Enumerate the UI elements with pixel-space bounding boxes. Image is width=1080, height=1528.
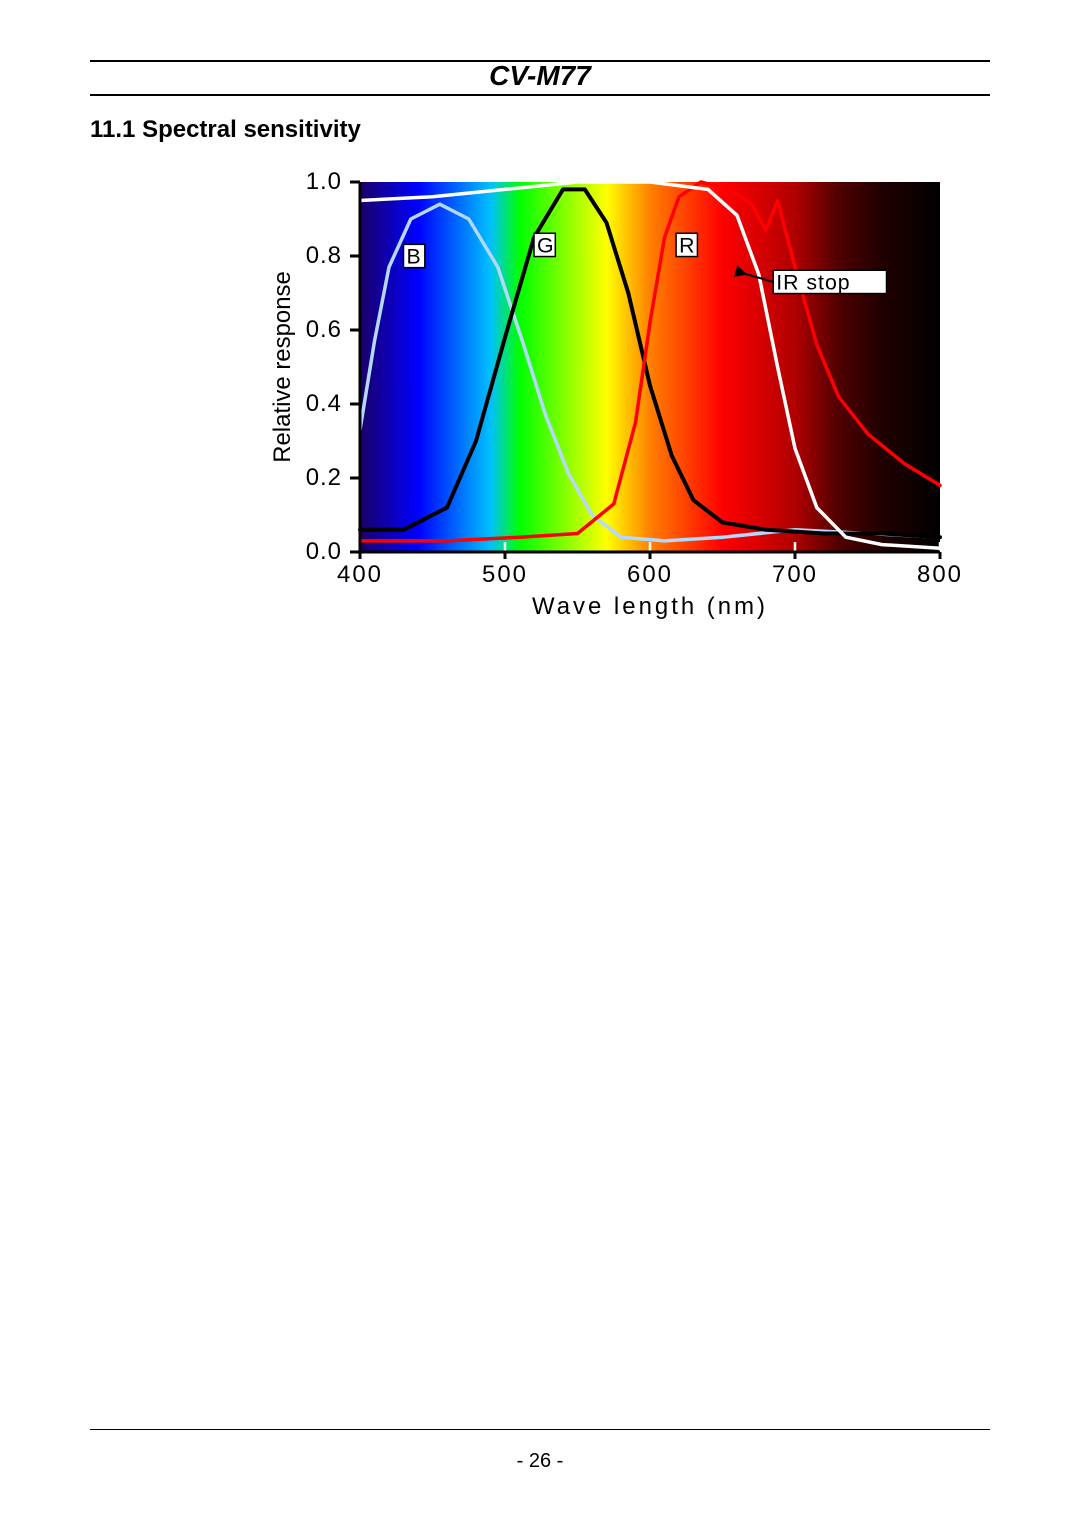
x-tick-label: 400 (337, 561, 383, 588)
spectrum-background (360, 182, 940, 552)
section-number: 11.1 (90, 116, 135, 143)
y-axis-label: Relative response (270, 271, 296, 463)
series-label-IR: IR stop (776, 271, 850, 295)
y-tick-label: 0.4 (306, 390, 342, 417)
y-tick-label: 1.0 (306, 168, 342, 195)
spectral-sensitivity-chart: 400 500 600 700 800 0.0 0.2 0.4 0.6 0.8 1.0 B G R IR s… (270, 162, 970, 637)
x-axis-label: Wave length (nm) (532, 593, 768, 620)
section-title: 11.1 Spectral sensitivity (90, 116, 990, 144)
x-tick-label: 800 (917, 561, 963, 588)
series-label-B: B (407, 245, 422, 269)
page-number: - 26 - (0, 1450, 1080, 1473)
section-name: Spectral sensitivity (142, 116, 361, 143)
x-tick-label: 700 (772, 561, 818, 588)
series-label-R: R (679, 234, 695, 258)
y-tick-label: 0.6 (306, 316, 342, 343)
y-tick-label: 0.2 (306, 464, 342, 491)
x-tick-label: 600 (627, 561, 673, 588)
y-tick-label: 0.0 (306, 538, 342, 565)
y-tick-label: 0.8 (306, 242, 342, 269)
series-label-G: G (537, 234, 555, 258)
chart-svg: 400 500 600 700 800 0.0 0.2 0.4 0.6 0.8 1.0 B G R IR s… (270, 162, 970, 632)
x-tick-label: 500 (482, 561, 528, 588)
footer-rule (90, 1429, 990, 1430)
document-header-title: CV-M77 (90, 60, 990, 96)
page: CV-M77 11.1 Spectral sensitivity 400 500 6… (0, 0, 1080, 1528)
